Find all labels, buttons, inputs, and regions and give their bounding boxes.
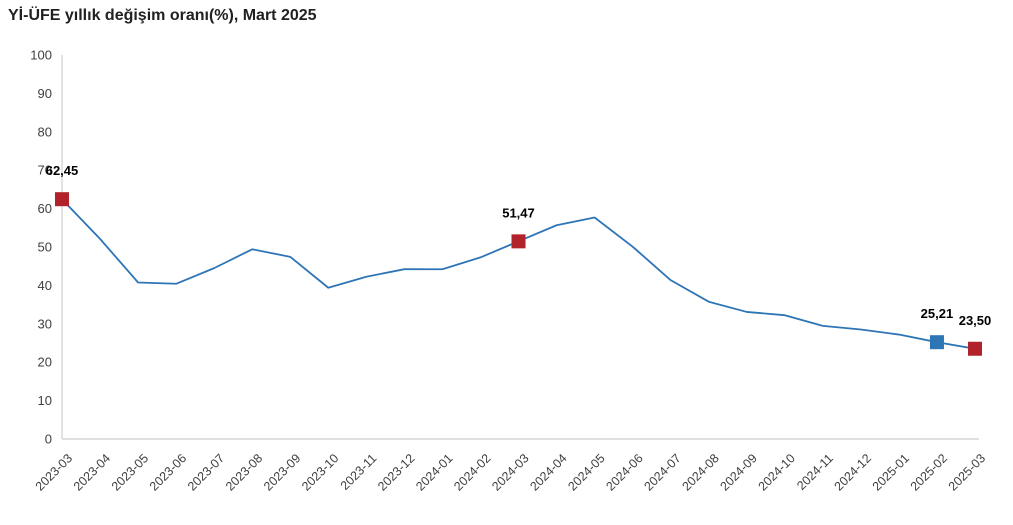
x-tick-label: 2024-05 bbox=[565, 451, 607, 493]
x-tick-label: 2023-12 bbox=[375, 451, 417, 493]
x-tick-label: 2025-01 bbox=[870, 451, 912, 493]
x-tick-label: 2024-12 bbox=[832, 451, 874, 493]
x-tick-label: 2024-03 bbox=[489, 451, 531, 493]
data-line bbox=[61, 198, 976, 350]
y-tick-label: 70 bbox=[38, 163, 52, 178]
data-point-marker-2025-02 bbox=[929, 335, 944, 350]
x-tick-label: 2024-01 bbox=[413, 451, 455, 493]
y-tick-label: 0 bbox=[45, 432, 52, 447]
x-tick-label: 2025-03 bbox=[946, 451, 988, 493]
x-tick-label: 2024-10 bbox=[756, 451, 798, 493]
data-point-label-2023-03: 62,45 bbox=[46, 163, 79, 178]
x-tick-label: 2024-08 bbox=[679, 451, 721, 493]
y-tick-label: 90 bbox=[38, 86, 52, 101]
y-tick-label: 30 bbox=[38, 316, 52, 331]
y-tick-label: 10 bbox=[38, 393, 52, 408]
x-tick-label: 2023-03 bbox=[33, 451, 75, 493]
y-tick-label: 20 bbox=[38, 355, 52, 370]
x-tick-label: 2023-08 bbox=[223, 451, 265, 493]
x-tick-label: 2024-02 bbox=[451, 451, 493, 493]
data-point-marker-2024-03 bbox=[511, 234, 526, 249]
data-point-label-2025-02: 25,21 bbox=[921, 306, 954, 321]
y-tick-label: 100 bbox=[30, 48, 52, 63]
x-tick-label: 2023-06 bbox=[147, 451, 189, 493]
data-point-label-2024-03: 51,47 bbox=[502, 205, 535, 220]
x-tick-label: 2024-11 bbox=[794, 451, 836, 493]
x-tick-label: 2025-02 bbox=[908, 451, 950, 493]
x-tick-label: 2023-11 bbox=[338, 451, 380, 493]
x-tick-label: 2023-04 bbox=[71, 451, 113, 493]
x-tick-label: 2024-09 bbox=[718, 451, 760, 493]
data-point-marker-2025-03 bbox=[968, 341, 982, 356]
y-tick-label: 60 bbox=[38, 201, 52, 216]
x-tick-label: 2024-07 bbox=[641, 451, 683, 493]
x-tick-label: 2023-09 bbox=[261, 451, 303, 493]
chart-title: Yİ-ÜFE yıllık değişim oranı(%), Mart 202… bbox=[8, 7, 317, 24]
x-tick-label: 2024-04 bbox=[527, 451, 569, 493]
data-point-marker-2023-03 bbox=[55, 192, 69, 207]
x-tick-label: 2024-06 bbox=[603, 451, 645, 493]
y-tick-label: 80 bbox=[38, 124, 52, 139]
x-tick-label: 2023-05 bbox=[109, 451, 151, 493]
x-tick-label: 2023-10 bbox=[299, 451, 341, 493]
y-tick-label: 40 bbox=[38, 278, 52, 293]
x-tick-label: 2023-07 bbox=[185, 451, 227, 493]
y-tick-label: 50 bbox=[38, 240, 52, 255]
data-point-label-2025-03: 23,50 bbox=[959, 313, 992, 328]
